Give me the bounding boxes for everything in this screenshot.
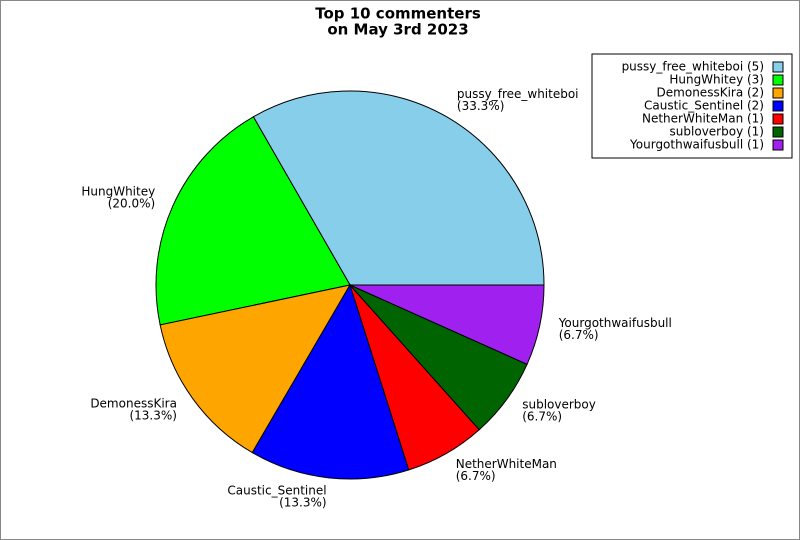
pie-slice: [251, 283, 410, 480]
chart-title: on May 3rd 2023: [327, 21, 468, 39]
legend-label: Yourgothwaifusbull (1): [629, 138, 764, 152]
slice-label: NetherWhiteMan: [456, 457, 557, 471]
legend-label: HungWhitey (3): [669, 73, 764, 87]
slice-percent: (6.7%): [559, 328, 599, 342]
slice-label: Caustic_Sentinel: [227, 484, 326, 498]
slice-percent: (6.7%): [456, 469, 496, 483]
slice-label: DemonessKira: [90, 396, 177, 410]
legend-swatch: [772, 61, 784, 73]
legend-label: subloverboy (1): [670, 125, 764, 139]
slice-percent: (13.3%): [129, 408, 176, 422]
pie-slice: [159, 284, 351, 454]
pie-slice: [252, 90, 545, 286]
legend-swatch: [772, 139, 784, 151]
legend-label: DemonessKira (2): [657, 86, 764, 100]
legend-swatch: [772, 113, 784, 125]
legend-label: Caustic_Sentinel (2): [644, 99, 764, 113]
legend-label: NetherWhiteMan (1): [642, 112, 764, 126]
slice-label: pussy_free_whiteboi: [457, 87, 579, 101]
slice-percent: (20.0%): [108, 196, 155, 210]
legend-swatch: [772, 126, 784, 138]
slice-percent: (33.3%): [457, 99, 504, 113]
pie-slice: [349, 284, 545, 365]
slice-label: HungWhitey: [81, 184, 155, 198]
legend-box: [591, 53, 793, 159]
slice-label: subloverboy: [522, 397, 596, 411]
legend-label: pussy_free_whiteboi (5): [622, 60, 764, 74]
legend-swatch: [772, 87, 784, 99]
pie-slice: [155, 116, 351, 326]
slice-percent: (6.7%): [522, 409, 562, 423]
legend-swatch: [772, 74, 784, 86]
chart-title: Top 10 commenters: [315, 5, 481, 23]
legend-swatch: [772, 100, 784, 112]
slice-label: Yourgothwaifusbull: [558, 316, 672, 330]
slice-percent: (13.3%): [279, 496, 326, 510]
